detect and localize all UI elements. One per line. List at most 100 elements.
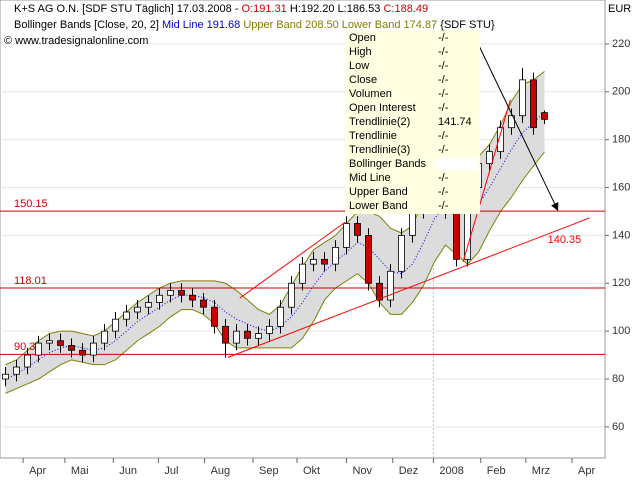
horizontal-line-label: 150.15: [14, 198, 48, 210]
candle-body: [134, 306, 141, 313]
tooltip-value: -/-: [438, 88, 449, 100]
tooltip-blank: [436, 158, 478, 170]
candle-body: [156, 294, 163, 303]
candle-body: [343, 223, 350, 248]
candle-body: [277, 306, 284, 327]
band-fill: [5, 71, 545, 394]
header-part: H:192.20 L:186.53: [287, 3, 384, 15]
x-tick-label: Feb: [487, 465, 506, 477]
x-tick-label: Jun: [119, 465, 137, 477]
tooltip-value: -/-: [438, 32, 449, 44]
tooltip-value: -/-: [438, 200, 449, 212]
y-tick-label: 120: [612, 277, 630, 289]
candle-body: [365, 235, 372, 284]
tooltip-box: [345, 30, 480, 214]
tooltip-label: Lower Band: [349, 200, 408, 212]
header-copyright: © www.tradesignalonline.com: [4, 35, 148, 47]
tooltip-value: -/-: [438, 144, 449, 156]
trendline: [239, 221, 346, 299]
trendline: [462, 99, 511, 263]
candle-body: [35, 342, 42, 356]
candle-body: [123, 311, 130, 320]
header-part: Mid Line 191.68: [162, 19, 243, 31]
y-tick-label: 60: [612, 421, 624, 433]
candle-body: [310, 258, 317, 265]
y-tick-label: 100: [612, 325, 630, 337]
header-part: {SDF STU}: [440, 19, 495, 31]
x-tick-label: Nov: [353, 465, 373, 477]
candle-body: [178, 290, 185, 296]
candle-body: [46, 340, 53, 344]
tooltip-label: Volumen: [349, 88, 392, 100]
x-tick-label: Mai: [71, 465, 89, 477]
tooltip-value: -/-: [438, 130, 449, 142]
candle-body: [497, 127, 504, 153]
tooltip-label: Bollinger Bands: [349, 158, 427, 170]
tooltip-label: Upper Band: [349, 186, 408, 198]
tooltip-label: Low: [349, 60, 369, 72]
candle-body: [486, 151, 493, 165]
candle-body: [321, 258, 328, 265]
candle-body: [376, 282, 383, 301]
header-line1: K+S AG O.N. [SDF STU Täglich] 17.03.2008…: [14, 3, 428, 15]
candle-body: [519, 79, 526, 117]
tooltip-label: Close: [349, 74, 377, 86]
candle-body: [266, 325, 273, 334]
candle-body: [354, 223, 361, 236]
y-tick-label: 140: [612, 229, 630, 241]
candle-body: [233, 330, 240, 344]
candle-body: [222, 325, 229, 344]
candle-body: [2, 373, 9, 380]
header-part: C:188.49: [383, 3, 428, 15]
tooltip-label: Open: [349, 32, 376, 44]
candle-body: [68, 345, 75, 351]
candle-body: [24, 354, 31, 368]
tooltip-value: 141.74: [438, 116, 472, 128]
candle-body: [508, 115, 515, 129]
currency-label: EUR: [608, 3, 631, 15]
y-tick-label: 80: [612, 373, 624, 385]
header-part: Upper Band 208.50 Lower Band 174.87: [243, 19, 440, 31]
x-tick-label: Apr: [29, 465, 46, 477]
tooltip-value: -/-: [438, 60, 449, 72]
x-tick-label: Okt: [303, 465, 320, 477]
horizontal-line-label: 118.01: [14, 275, 47, 287]
candle-body: [244, 330, 251, 339]
header-line2: Bollinger Bands [Close, 20, 2] Mid Line …: [14, 19, 495, 31]
candle-body: [255, 333, 262, 339]
tooltip-label: Trendlinie(3): [349, 144, 410, 156]
candle-body: [79, 349, 86, 356]
x-tick-label: Apr: [578, 465, 595, 477]
y-tick-label: 180: [612, 134, 630, 146]
candle-body: [211, 306, 218, 327]
x-tick-label: Dez: [399, 465, 419, 477]
candle-body: [101, 330, 108, 344]
candle-body: [299, 263, 306, 284]
candle-body: [145, 302, 152, 308]
candle-body: [453, 211, 460, 260]
tooltip-label: Mid Line: [349, 172, 391, 184]
candle-body: [57, 340, 64, 346]
tooltip-label: High: [349, 46, 372, 58]
x-tick-label: Jul: [164, 465, 178, 477]
tooltip-value: -/-: [438, 172, 449, 184]
candle-body: [530, 79, 537, 129]
tooltip-label: Open Interest: [349, 102, 416, 114]
candle-body: [398, 235, 405, 272]
header-part: O:191.31: [242, 3, 287, 15]
y-tick-label: 160: [612, 181, 630, 193]
candle-body: [387, 270, 394, 301]
horizontal-line-label: 90.31: [14, 341, 42, 353]
plot-area: [0, 0, 606, 459]
tooltip-value: -/-: [438, 74, 449, 86]
candle-body: [167, 290, 174, 296]
x-tick-label: Sep: [259, 465, 279, 477]
candle-body: [288, 282, 295, 308]
header-part: Bollinger Bands [Close, 20, 2]: [14, 19, 162, 31]
trendline: [227, 217, 590, 358]
x-tick-label: 2008: [439, 465, 463, 477]
candle-body: [90, 342, 97, 356]
candle-body: [409, 211, 416, 236]
tooltip-value: -/-: [438, 186, 449, 198]
